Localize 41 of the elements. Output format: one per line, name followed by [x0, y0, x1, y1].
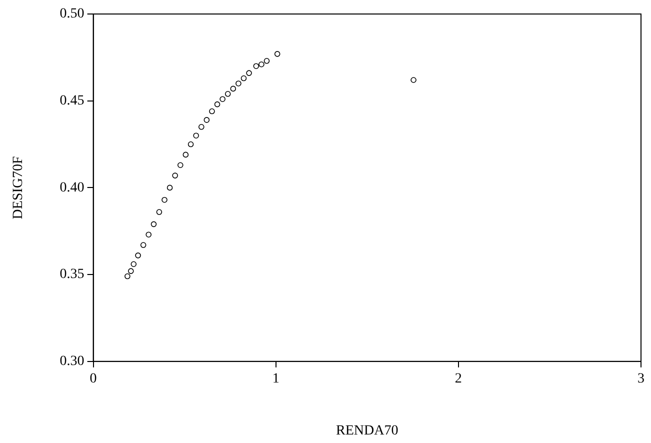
point: [156, 209, 162, 215]
point: [150, 221, 157, 228]
point: [274, 51, 280, 57]
point: [214, 101, 220, 108]
point: [128, 268, 134, 274]
x-tick-label: 3: [638, 371, 644, 386]
point: [130, 261, 137, 268]
point: [246, 70, 252, 76]
point: [240, 75, 247, 82]
point: [124, 273, 130, 280]
point: [177, 162, 184, 168]
point: [209, 108, 215, 114]
point: [236, 80, 242, 86]
point: [162, 196, 168, 203]
x-tick-label: 1: [272, 371, 280, 386]
x-tick-label: 0: [90, 371, 97, 386]
point: [204, 117, 210, 123]
point: [166, 184, 173, 191]
y-tick-label: 0.45: [60, 94, 84, 109]
y-tick-label: 0.40: [60, 180, 84, 196]
point: [220, 96, 226, 102]
point: [188, 141, 194, 148]
y-tick-label: 0.50: [60, 6, 84, 22]
point: [253, 63, 260, 70]
point: [182, 152, 189, 158]
x-axis-title: RENDA70: [336, 423, 398, 438]
point: [198, 124, 204, 130]
y-tick-label: 0.35: [60, 267, 84, 282]
point: [140, 242, 146, 248]
point: [146, 232, 152, 238]
point: [224, 91, 231, 97]
y-axis-title: DESIG70F: [11, 156, 26, 220]
point: [172, 172, 178, 178]
x-tick-label: 2: [454, 371, 462, 386]
point: [230, 86, 236, 92]
point: [264, 58, 270, 64]
point: [410, 77, 416, 83]
point: [193, 132, 199, 138]
point: [135, 252, 141, 258]
y-tick-label: 0.30: [60, 354, 84, 370]
point: [258, 61, 264, 68]
